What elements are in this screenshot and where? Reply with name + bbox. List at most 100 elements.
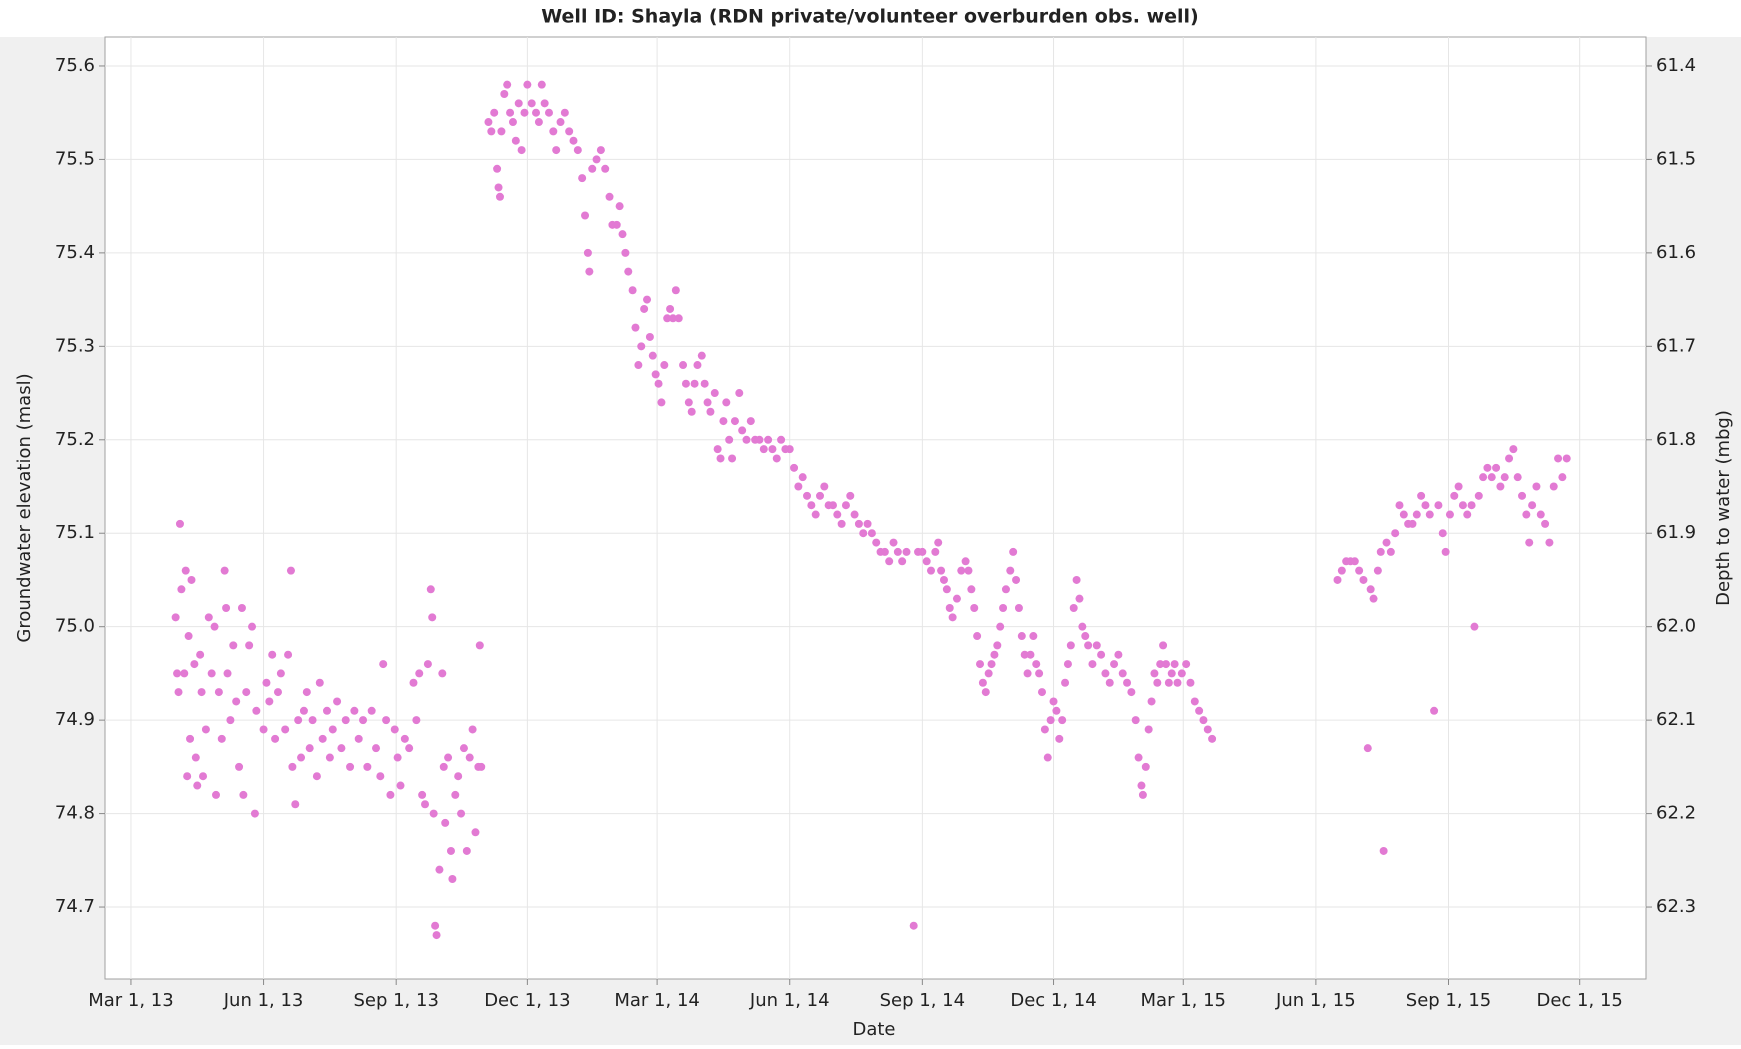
data-point (428, 613, 437, 622)
data-point (465, 753, 474, 762)
data-point (514, 99, 523, 108)
y2-tick-label: 62.1 (1656, 709, 1696, 730)
data-point (520, 108, 529, 117)
data-point (628, 286, 637, 295)
data-point (1052, 706, 1061, 715)
data-point (1463, 510, 1472, 519)
y-tick-label: 75.3 (55, 335, 95, 356)
data-point (1190, 697, 1199, 706)
data-point (508, 118, 517, 127)
data-point (1035, 669, 1044, 678)
data-point (569, 136, 578, 145)
data-point (393, 753, 402, 762)
data-point (1037, 688, 1046, 697)
data-point (846, 491, 855, 500)
data-point (1355, 566, 1364, 575)
y2-tick-label: 61.7 (1656, 335, 1696, 356)
data-point (931, 547, 940, 556)
data-point (446, 846, 455, 855)
x-tick-label: Sep 1, 15 (1406, 990, 1491, 1011)
data-point (1006, 566, 1015, 575)
data-point (359, 716, 368, 725)
data-point (1359, 575, 1368, 584)
data-point (454, 772, 463, 781)
data-point (735, 389, 744, 398)
data-point (1545, 538, 1554, 547)
data-point (1430, 706, 1439, 715)
data-point (1549, 482, 1558, 491)
data-point (1058, 716, 1067, 725)
data-point (333, 697, 342, 706)
data-point (175, 519, 184, 528)
data-point (379, 660, 388, 669)
data-point (697, 351, 706, 360)
data-point (1138, 790, 1147, 799)
data-point (833, 510, 842, 519)
data-point (794, 482, 803, 491)
data-point (1020, 650, 1029, 659)
data-point (674, 314, 683, 323)
data-point (657, 398, 666, 407)
data-point (1177, 669, 1186, 678)
data-point (223, 669, 232, 678)
data-point (660, 361, 669, 370)
data-point (382, 716, 391, 725)
data-point (500, 90, 509, 99)
data-point (1487, 473, 1496, 482)
data-point (957, 566, 966, 575)
data-point (663, 314, 672, 323)
data-point (1081, 632, 1090, 641)
data-point (730, 417, 739, 426)
data-point (645, 332, 654, 341)
data-point (367, 706, 376, 715)
data-point (229, 641, 238, 650)
data-point (713, 445, 722, 454)
data-point (204, 613, 213, 622)
data-point (196, 650, 205, 659)
data-point (764, 435, 773, 444)
data-point (651, 370, 660, 379)
data-point (315, 678, 324, 687)
data-point (400, 734, 409, 743)
data-point (273, 688, 282, 697)
data-point (1137, 781, 1146, 790)
data-point (268, 650, 277, 659)
data-point (1097, 650, 1106, 659)
data-point (1063, 660, 1072, 669)
data-point (1127, 688, 1136, 697)
data-point (902, 547, 911, 556)
data-point (942, 585, 951, 594)
data-point (909, 921, 918, 930)
x-tick-label: Sep 1, 14 (880, 990, 965, 1011)
data-point (363, 762, 372, 771)
data-point (226, 716, 235, 725)
data-point (210, 622, 219, 631)
y-tick-label: 74.7 (55, 896, 95, 917)
y2-tick-label: 61.9 (1656, 522, 1696, 543)
data-point (1199, 716, 1208, 725)
data-point (556, 118, 565, 127)
data-point (1386, 547, 1395, 556)
data-point (578, 174, 587, 183)
data-point (444, 753, 453, 762)
data-point (666, 304, 675, 313)
data-point (1412, 510, 1421, 519)
data-point (484, 118, 493, 127)
data-point (1518, 491, 1527, 500)
data-point (429, 809, 438, 818)
data-point (1092, 641, 1101, 650)
data-point (431, 921, 440, 930)
y2-tick-label: 62.0 (1656, 616, 1696, 637)
data-point (759, 445, 768, 454)
data-point (798, 473, 807, 482)
data-point (746, 417, 755, 426)
data-point (193, 781, 202, 790)
data-point (588, 164, 597, 173)
data-point (252, 706, 261, 715)
data-point (837, 519, 846, 528)
data-point (1150, 669, 1159, 678)
data-point (867, 529, 876, 538)
data-point (337, 744, 346, 753)
data-point (1072, 575, 1081, 584)
plot-area (104, 36, 1647, 980)
